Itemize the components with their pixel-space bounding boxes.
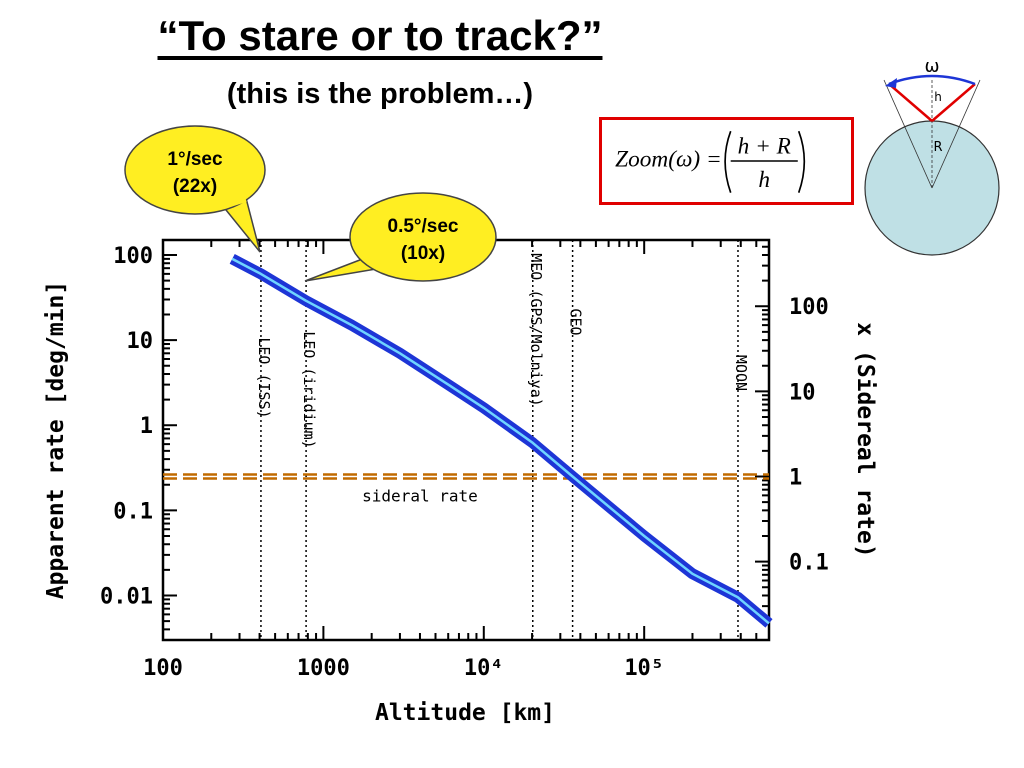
cone-right-line bbox=[931, 79, 981, 189]
cone-left-line bbox=[883, 79, 933, 189]
sidereal-label: sideral rate bbox=[362, 486, 478, 505]
plot-frame bbox=[161, 238, 771, 642]
callout-half-deg: 0.5°/sec (10x) bbox=[304, 192, 497, 282]
series-group bbox=[229, 254, 773, 628]
zoom-formula-box: Zoom(ω) = h + R h bbox=[599, 117, 854, 205]
left-paren bbox=[724, 130, 732, 193]
slide-subtitle: (this is the problem…) bbox=[226, 78, 534, 110]
formula-numerator: h + R bbox=[738, 134, 791, 160]
callout-2-bubble bbox=[349, 192, 497, 282]
x-tick-label: 10⁴ bbox=[464, 656, 504, 681]
sidereal-rate-line: sideral rate bbox=[163, 473, 769, 505]
x-tick-label: 10⁵ bbox=[624, 656, 664, 681]
reference-line-label: MOON bbox=[732, 355, 750, 391]
callout-1deg: 1°/sec (22x) bbox=[124, 125, 266, 253]
callout-1-line2: (22x) bbox=[173, 176, 217, 197]
orbit-diagram: ω h R bbox=[864, 56, 1000, 256]
tick-labels: 100 1000 10⁴ 10⁵ 100 10 1 0.1 0.01 100 10 1 0.1 bbox=[100, 244, 829, 681]
zoom-formula: Zoom(ω) = h + R h bbox=[615, 130, 806, 193]
y2-tick-label: 100 bbox=[789, 295, 829, 320]
reference-line-label: LEO (ISS) bbox=[255, 337, 273, 418]
callout-1-joint bbox=[223, 198, 247, 209]
x-axis-label: Altitude [km] bbox=[375, 700, 555, 726]
y-tick-label: 1 bbox=[140, 414, 153, 439]
y2-tick-label: 0.1 bbox=[789, 551, 829, 576]
reference-line-label: GEO bbox=[567, 308, 585, 335]
formula-lhs: Zoom(ω) = bbox=[615, 147, 722, 173]
slide-title: “To stare or to track?” bbox=[157, 12, 603, 59]
formula-denominator: h bbox=[758, 167, 770, 193]
y-axis-label: Apparent rate [deg/min] bbox=[43, 281, 69, 600]
arc-arrowhead bbox=[885, 78, 897, 88]
callout-2-line1: 0.5°/sec bbox=[388, 216, 459, 237]
y-tick-label: 100 bbox=[113, 244, 153, 269]
y2-tick-label: 10 bbox=[789, 380, 816, 405]
callout-1-bubble bbox=[124, 125, 266, 215]
view-cone-right bbox=[931, 83, 976, 122]
y2-tick-label: 1 bbox=[789, 465, 802, 490]
x-tick-label: 1000 bbox=[297, 656, 350, 681]
callout-2-line2: (10x) bbox=[401, 243, 445, 264]
omega-label: ω bbox=[924, 56, 939, 77]
view-cone-left bbox=[888, 83, 933, 122]
reference-line-label: LEO (iridium) bbox=[300, 331, 318, 448]
callout-2-joint bbox=[366, 257, 382, 268]
y2-axis-label: x (Sidereal rate) bbox=[852, 322, 878, 557]
angular-rate-arc bbox=[888, 74, 976, 86]
r-label: R bbox=[933, 140, 942, 155]
x-tick-label: 100 bbox=[143, 656, 183, 681]
reference-lines: LEO (ISS) LEO (iridium) MEO (GPS/Molniya) G… bbox=[255, 240, 750, 640]
right-paren bbox=[797, 130, 806, 193]
y-tick-label: 0.1 bbox=[113, 499, 153, 524]
y-tick-label: 10 bbox=[127, 329, 154, 354]
reference-line-label: MEO (GPS/Molniya) bbox=[527, 253, 545, 407]
axis-ticks bbox=[162, 239, 770, 641]
h-label: h bbox=[934, 90, 942, 104]
callout-1-line1: 1°/sec bbox=[167, 149, 223, 170]
y-tick-label: 0.01 bbox=[100, 584, 153, 609]
